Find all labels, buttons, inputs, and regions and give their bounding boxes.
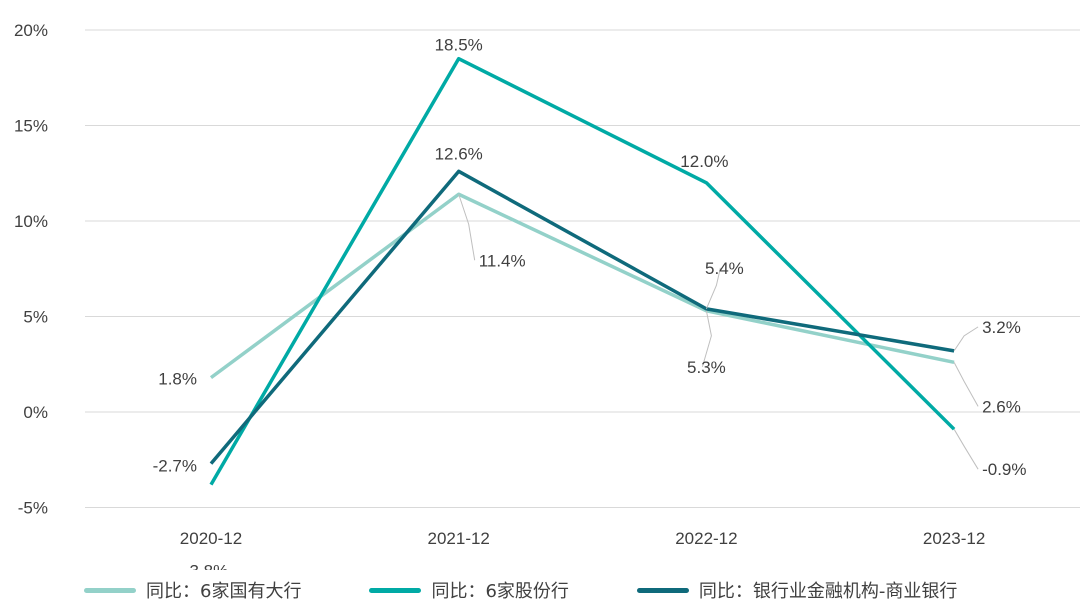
x-tick-label: 2020-12 (180, 529, 242, 548)
leader-line (705, 267, 721, 310)
leader-line (953, 428, 979, 470)
series-line (209, 56, 956, 486)
series-line (209, 192, 955, 380)
legend-swatch (84, 587, 136, 593)
data-label: 5.3% (687, 358, 726, 377)
leader-line (953, 362, 979, 407)
y-tick-label: 15% (14, 117, 48, 136)
x-tick-label: 2022-12 (675, 529, 737, 548)
x-tick-label: 2023-12 (923, 529, 985, 548)
data-label: -2.7% (153, 457, 197, 476)
data-label: 12.0% (680, 152, 728, 171)
y-tick-label: 5% (23, 308, 48, 327)
legend-item: 同比：6家国有大行 (84, 577, 301, 603)
data-label: 3.2% (982, 318, 1021, 337)
legend-swatch (636, 587, 689, 593)
data-label: -0.9% (982, 460, 1026, 479)
leader-line (458, 194, 476, 261)
data-label: 11.4% (479, 251, 526, 270)
legend: 同比：6家国有大行 同比：6家股份行 同比：银行业金融机构-商业银行 (84, 577, 1025, 603)
data-label: 2.6% (982, 397, 1021, 416)
x-tick-label: 2021-12 (428, 529, 490, 548)
y-tick-label: 20% (14, 21, 48, 40)
legend-label: 同比：6家国有大行 (146, 581, 302, 602)
y-tick-label: 10% (14, 212, 48, 231)
legend-label: 同比：6家股份行 (431, 581, 569, 602)
plot-area: -5% 0% 5% 10% 15% 20% 2020-12 2021-12 2022-12 202… (14, 21, 1080, 581)
data-label: 1.8% (158, 370, 197, 389)
series-line (209, 169, 955, 465)
leader-line (701, 310, 712, 367)
leader-line (953, 326, 979, 352)
y-tick-label: 0% (23, 403, 48, 422)
data-label: 5.4% (705, 259, 744, 278)
legend-item: 同比：6家股份行 (369, 577, 569, 603)
legend-item: 同比：银行业金融机构-商业银行 (636, 577, 958, 603)
data-label: 18.5% (435, 36, 483, 55)
y-tick-label: -5% (18, 499, 48, 518)
data-label: 12.6% (435, 144, 483, 163)
data-label: -3.8% (184, 562, 228, 570)
legend-swatch (369, 587, 422, 593)
legend-label: 同比：银行业金融机构-商业银行 (698, 581, 958, 602)
